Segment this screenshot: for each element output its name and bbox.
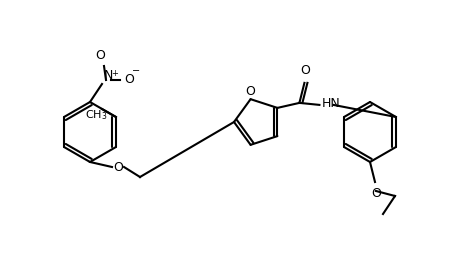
Text: O: O	[113, 160, 123, 174]
Text: O: O	[246, 85, 255, 98]
Text: N: N	[104, 69, 113, 82]
Text: HN: HN	[322, 97, 340, 110]
Text: O: O	[124, 73, 134, 85]
Text: O: O	[371, 187, 381, 200]
Text: CH$_3$: CH$_3$	[85, 108, 108, 122]
Text: −: −	[132, 66, 140, 76]
Text: +: +	[111, 69, 118, 78]
Text: O: O	[95, 49, 105, 62]
Text: O: O	[300, 64, 310, 77]
